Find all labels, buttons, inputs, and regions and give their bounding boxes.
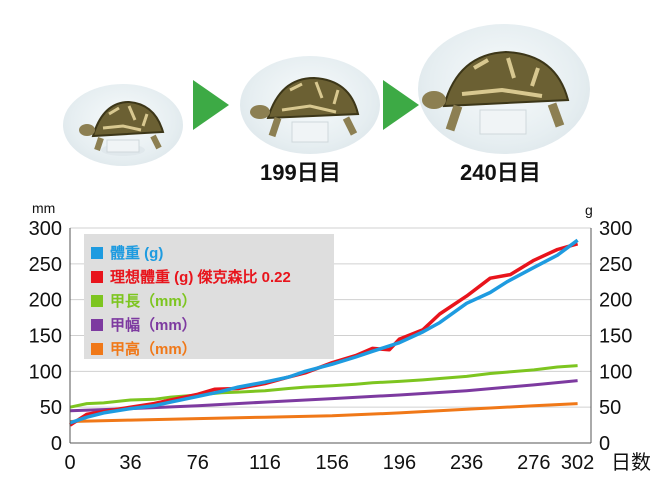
legend-box (84, 234, 334, 359)
legend-swatch (91, 295, 103, 307)
series-line-weight (69, 238, 579, 425)
y-left-tick-label: 150 (29, 326, 62, 348)
legend-label: 理想體重 (g) 傑克森比 0.22 (110, 268, 291, 286)
x-tick-label: 156 (315, 452, 348, 474)
day-199-caption: 199日目 (260, 160, 341, 185)
turtle-icon (250, 76, 360, 143)
y-right-tick-label: 200 (599, 290, 632, 312)
turtle-photo-day-240 (418, 24, 590, 154)
legend-label: 甲長（mm） (110, 292, 197, 310)
x-tick-label: 236 (450, 452, 483, 474)
y-left-tick-label: 250 (29, 254, 62, 276)
y-left-tick-label: 0 (51, 433, 62, 455)
turtle-photo-day-199 (240, 56, 380, 154)
x-tick-label: 302 (561, 452, 594, 474)
y-right-tick-label: 0 (599, 433, 610, 455)
y-left-tick-label: 50 (40, 397, 62, 419)
y-left-unit-label: mm (32, 200, 55, 216)
next-arrow-icon (193, 80, 229, 130)
x-tick-label: 276 (517, 452, 550, 474)
series-line-shell-height (69, 402, 578, 423)
x-tick-label: 196 (383, 452, 416, 474)
turtle-icon (422, 50, 570, 135)
y-left-tick-label: 200 (29, 290, 62, 312)
legend-swatch (91, 247, 103, 259)
x-tick-label: 36 (119, 452, 141, 474)
legend-swatch (91, 271, 103, 283)
day-240-caption: 240日目 (460, 160, 541, 185)
y-right-tick-label: 150 (599, 326, 632, 348)
y-left-tick-label: 100 (29, 361, 62, 383)
y-left-tick-label: 300 (29, 218, 62, 240)
y-right-tick-label: 50 (599, 397, 621, 419)
x-tick-label: 76 (187, 452, 209, 474)
legend: 體重 (g) 理想體重 (g) 傑克森比 0.22 甲長（mm） 甲幅（mm） 甲高（m… (84, 234, 334, 359)
series-line-shell-width (69, 379, 578, 413)
x-tick-label: 116 (249, 452, 281, 474)
turtle-icon (79, 100, 165, 156)
turtle-photo-start (63, 84, 183, 166)
series-lines (69, 238, 579, 427)
x-axis-label: 日数 (611, 451, 651, 474)
legend-label: 甲高（mm） (110, 340, 197, 358)
legend-label: 甲幅（mm） (110, 316, 197, 334)
legend-label: 體重 (g) (110, 244, 163, 262)
y-right-tick-label: 250 (599, 254, 632, 276)
y-right-unit-label: g (585, 202, 593, 218)
next-arrow-icon (383, 80, 419, 130)
legend-swatch (91, 343, 103, 355)
legend-swatch (91, 319, 103, 331)
x-tick-label: 0 (64, 452, 75, 474)
series-line-shell-length (69, 364, 578, 409)
y-right-tick-label: 300 (599, 218, 632, 240)
y-right-tick-label: 100 (599, 361, 632, 383)
